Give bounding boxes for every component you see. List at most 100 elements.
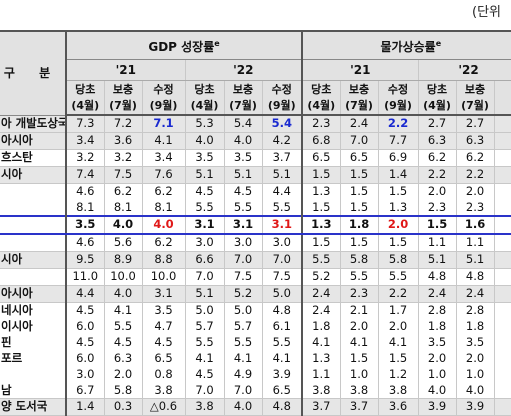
value-cell: 2.0 bbox=[417, 183, 457, 200]
overflow-cell bbox=[493, 115, 511, 133]
value-cell: 1.6 bbox=[455, 215, 495, 236]
value-cell: 1.5 bbox=[301, 234, 341, 253]
value-cell: 3.6 bbox=[377, 398, 419, 416]
value-cell: 7.6 bbox=[141, 166, 185, 184]
value-cell: 5.4 bbox=[223, 115, 262, 133]
value-cell: 1.4 bbox=[377, 166, 419, 184]
value-cell: 3.0 bbox=[261, 234, 303, 253]
value-cell: 1.1 bbox=[417, 234, 457, 253]
value-cell: 1.2 bbox=[377, 366, 419, 383]
gdp-year-21: '21 bbox=[65, 59, 185, 81]
value-cell: 4.0 bbox=[223, 132, 262, 150]
value-cell: 3.1 bbox=[223, 215, 262, 236]
value-cell: 4.2 bbox=[261, 132, 303, 150]
value-cell: 1.7 bbox=[377, 302, 419, 319]
value-cell: 4.0 bbox=[103, 215, 142, 236]
value-cell: 1.5 bbox=[339, 183, 379, 200]
row-label bbox=[0, 367, 66, 383]
value-cell: 7.0 bbox=[339, 132, 379, 150]
value-cell: 1.8 bbox=[339, 215, 379, 236]
value-cell: 6.8 bbox=[301, 132, 341, 150]
value-cell: 2.0 bbox=[455, 183, 495, 200]
value-cell: 3.8 bbox=[301, 382, 341, 400]
value-cell: 1.4 bbox=[65, 398, 104, 416]
value-cell: 1.5 bbox=[339, 350, 379, 367]
value-cell: 5.1 bbox=[184, 285, 224, 303]
value-cell: 7.2 bbox=[103, 115, 142, 133]
value-cell: 5.8 bbox=[339, 251, 379, 270]
value-cell: 3.0 bbox=[223, 234, 262, 253]
value-cell: 1.8 bbox=[301, 318, 341, 335]
row-label bbox=[0, 268, 66, 287]
value-cell: 5.5 bbox=[184, 334, 224, 351]
value-cell: 4.0 bbox=[417, 382, 457, 400]
value-cell: 2.4 bbox=[417, 285, 457, 303]
value-cell: 3.5 bbox=[455, 334, 495, 351]
value-cell: 8.1 bbox=[103, 199, 142, 217]
value-cell: 6.3 bbox=[417, 132, 457, 150]
row-label: 남 bbox=[0, 382, 66, 400]
value-cell: 5.2 bbox=[301, 268, 341, 287]
value-cell: 2.4 bbox=[455, 285, 495, 303]
value-cell: 5.5 bbox=[184, 199, 224, 217]
value-cell: 1.0 bbox=[339, 366, 379, 383]
value-cell: 5.0 bbox=[261, 285, 303, 303]
value-cell: 4.5 bbox=[223, 183, 262, 200]
sub-header-cell: 보충 bbox=[223, 80, 262, 98]
value-cell: 3.6 bbox=[103, 132, 142, 150]
value-cell: 4.4 bbox=[261, 183, 303, 200]
value-cell: 8.1 bbox=[65, 199, 104, 217]
value-cell: 3.8 bbox=[339, 382, 379, 400]
table-row: 핀 4.5 4.5 4.5 5.5 5.5 5.5 4.1 4.1 4.1 3.5 3.5 bbox=[0, 334, 511, 351]
value-cell: 3.7 bbox=[301, 398, 341, 416]
value-cell: 8.8 bbox=[141, 251, 185, 270]
value-cell: 5.1 bbox=[223, 166, 262, 184]
value-cell: 3.4 bbox=[65, 132, 104, 150]
value-cell: 3.1 bbox=[261, 215, 303, 236]
month-header-cell: (9월) bbox=[377, 98, 419, 116]
value-cell: 4.5 bbox=[141, 334, 185, 351]
value-cell: 7.7 bbox=[377, 132, 419, 150]
value-cell: 5.1 bbox=[417, 251, 457, 270]
table-row: 아 개발도상국 7.3 7.2 7.1 5.3 5.4 5.4 2.3 2.4 2.2 2.7 2.7 bbox=[0, 115, 511, 133]
value-cell: 4.0 bbox=[455, 382, 495, 400]
value-cell: 5.3 bbox=[184, 115, 224, 133]
value-cell: 0.8 bbox=[141, 366, 185, 383]
sub-header-cell: 보충 bbox=[339, 80, 379, 98]
value-cell: 3.9 bbox=[455, 398, 495, 416]
month-header-cell: (7월) bbox=[455, 98, 495, 116]
value-cell: 5.5 bbox=[377, 268, 419, 287]
forecast-table: 구 분 GDP 성장률e 물가상승률e '21 '22 '21 '22 당초 보충… bbox=[0, 30, 511, 416]
value-cell: 4.1 bbox=[103, 302, 142, 319]
value-cell: 6.6 bbox=[184, 251, 224, 270]
value-cell: 3.2 bbox=[65, 149, 104, 167]
table-row: 시아 7.4 7.5 7.6 5.1 5.1 5.1 1.5 1.5 1.4 2.2 2.2 bbox=[0, 166, 511, 184]
value-cell: 3.5 bbox=[417, 334, 457, 351]
value-cell: 3.8 bbox=[141, 382, 185, 400]
month-header-cell: (9월) bbox=[141, 98, 185, 116]
value-cell: 4.1 bbox=[141, 132, 185, 150]
value-cell: 3.0 bbox=[184, 234, 224, 253]
value-cell: 4.0 bbox=[184, 132, 224, 150]
table-row: 양 도서국 1.4 0.3 △0.6 3.8 4.0 4.8 3.7 3.7 3.6 3.9 3.9 bbox=[0, 398, 511, 416]
sub-header-cell: 당초 bbox=[184, 80, 224, 98]
row-label: 아시아 bbox=[0, 132, 66, 150]
value-cell: 2.2 bbox=[417, 166, 457, 184]
overflow-cell bbox=[493, 149, 511, 167]
value-cell: 4.5 bbox=[65, 302, 104, 319]
value-cell: 1.3 bbox=[301, 215, 341, 236]
value-cell: 2.4 bbox=[339, 115, 379, 133]
sub-header-cell: 수정 bbox=[261, 80, 303, 98]
overflow-cell bbox=[493, 132, 511, 150]
value-cell: 3.5 bbox=[184, 149, 224, 167]
value-cell: 7.0 bbox=[261, 251, 303, 270]
row-label bbox=[0, 234, 66, 253]
table-row: 흐스탄 3.2 3.2 3.4 3.5 3.5 3.7 6.5 6.5 6.9 6.2 6.2 bbox=[0, 149, 511, 167]
value-cell: 2.3 bbox=[417, 199, 457, 217]
header-row-months: (4월) (7월) (9월) (4월) (7월) (9월) (4월) (7월) (9월) (4월)… bbox=[0, 98, 511, 116]
value-cell: 9.5 bbox=[65, 251, 104, 270]
overflow-cell bbox=[493, 251, 511, 270]
row-label bbox=[0, 215, 66, 236]
value-cell: 1.5 bbox=[339, 234, 379, 253]
table-row: 3.0 2.0 0.8 4.5 4.9 3.9 1.1 1.0 1.2 1.0 1.0 bbox=[0, 366, 511, 383]
